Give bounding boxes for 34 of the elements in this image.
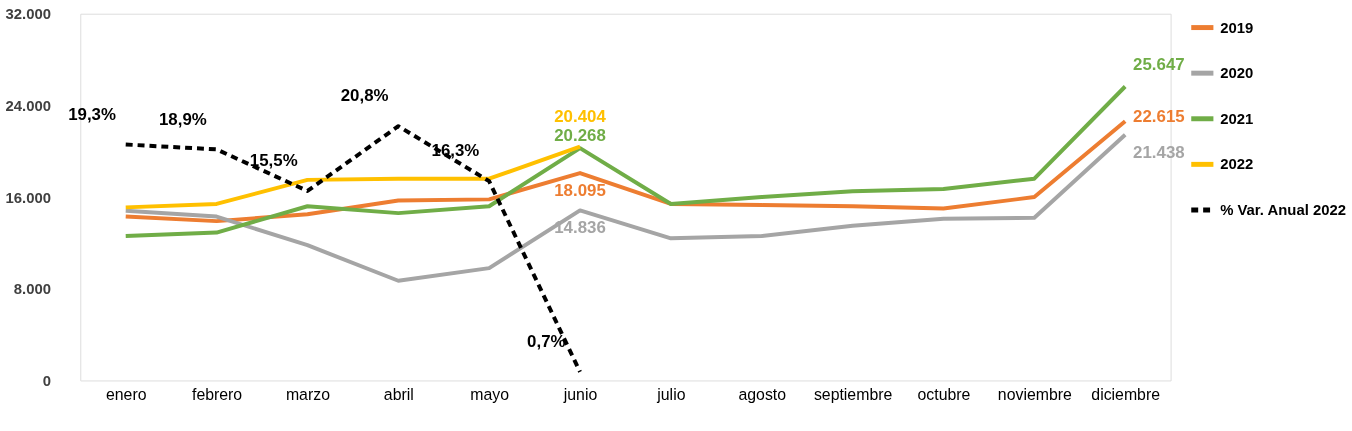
- data-label: 20.404: [554, 106, 607, 126]
- x-tick-label: mayo: [470, 385, 510, 403]
- x-tick-label: febrero: [191, 385, 243, 403]
- x-tick-label: noviembre: [997, 385, 1072, 403]
- data-label: 21.438: [1133, 142, 1185, 162]
- line-series: [123, 84, 1128, 239]
- data-label: 20,8%: [340, 86, 389, 106]
- x-tick-label: octubre: [917, 385, 971, 403]
- legend-label: 2021: [1220, 110, 1254, 127]
- x-tick-label: junio: [562, 385, 598, 403]
- legend-label: 2022: [1220, 156, 1254, 173]
- y-tick-label: 32.000: [5, 6, 52, 23]
- x-tick-label: diciembre: [1091, 385, 1161, 403]
- y-tick-label: 0: [42, 372, 52, 389]
- data-label: 18.095: [554, 180, 606, 200]
- x-tick-label: abril: [383, 385, 414, 403]
- legend-label: % Var. Anual 2022: [1220, 201, 1346, 218]
- x-tick-label: agosto: [738, 385, 787, 403]
- x-tick-label: septiembre: [813, 385, 893, 403]
- y-tick-label: 16.000: [5, 189, 52, 206]
- data-label: 25.647: [1133, 54, 1185, 74]
- data-label: 22.615: [1133, 107, 1185, 127]
- data-label: 20.268: [554, 126, 606, 146]
- x-tick-label: marzo: [285, 385, 331, 403]
- data-label: 15,5%: [249, 151, 298, 171]
- data-label: 18,9%: [158, 109, 207, 129]
- legend-label: 2019: [1220, 19, 1254, 36]
- data-label: 0,7%: [527, 332, 566, 352]
- legend-label: 2020: [1220, 65, 1254, 82]
- data-label: 19,3%: [68, 104, 116, 124]
- x-tick-label: julio: [656, 385, 686, 403]
- x-tick-label: enero: [105, 385, 147, 403]
- y-tick-label: 8.000: [13, 281, 52, 298]
- y-tick-label: 24.000: [5, 97, 52, 114]
